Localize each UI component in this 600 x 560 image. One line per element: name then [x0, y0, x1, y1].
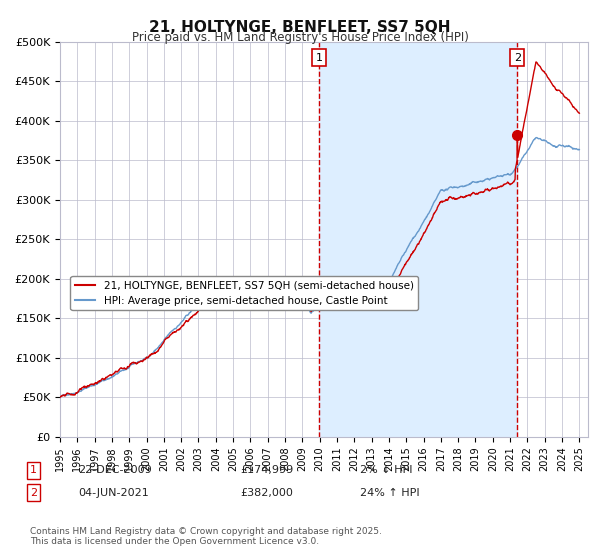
Text: 21, HOLTYNGE, BENFLEET, SS7 5QH: 21, HOLTYNGE, BENFLEET, SS7 5QH — [149, 20, 451, 35]
Text: 2% ↓ HPI: 2% ↓ HPI — [360, 465, 413, 475]
Text: 22-DEC-2009: 22-DEC-2009 — [78, 465, 152, 475]
Text: 2: 2 — [30, 488, 37, 498]
Text: Contains HM Land Registry data © Crown copyright and database right 2025.
This d: Contains HM Land Registry data © Crown c… — [30, 526, 382, 546]
Bar — [319, 42, 517, 437]
Text: 1: 1 — [316, 53, 323, 63]
Text: Price paid vs. HM Land Registry's House Price Index (HPI): Price paid vs. HM Land Registry's House … — [131, 31, 469, 44]
Text: 2: 2 — [514, 53, 521, 63]
Text: 1: 1 — [30, 465, 37, 475]
Text: 24% ↑ HPI: 24% ↑ HPI — [360, 488, 419, 498]
Text: £174,999: £174,999 — [240, 465, 293, 475]
Text: 04-JUN-2021: 04-JUN-2021 — [78, 488, 149, 498]
Legend: 21, HOLTYNGE, BENFLEET, SS7 5QH (semi-detached house), HPI: Average price, semi-: 21, HOLTYNGE, BENFLEET, SS7 5QH (semi-de… — [70, 276, 418, 310]
Text: £382,000: £382,000 — [240, 488, 293, 498]
